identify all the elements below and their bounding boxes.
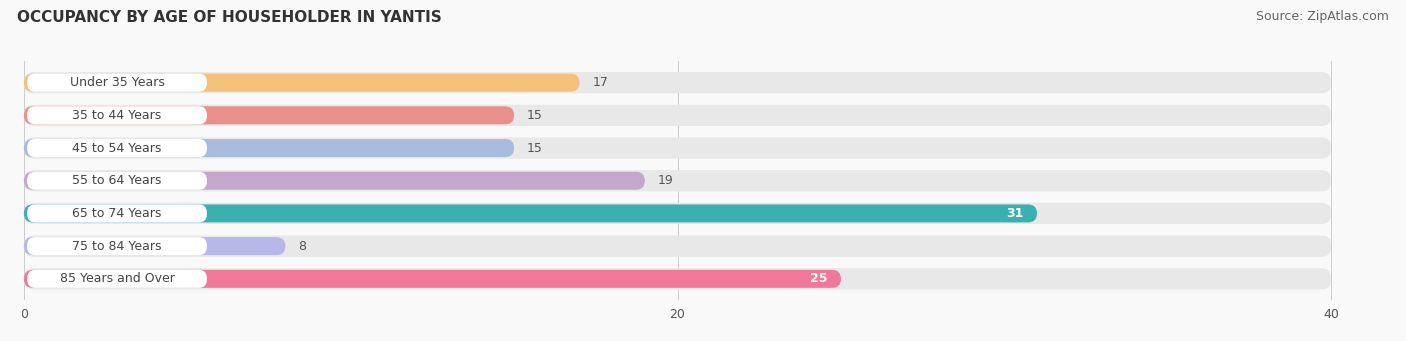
FancyBboxPatch shape (27, 270, 207, 288)
Text: Under 35 Years: Under 35 Years (69, 76, 165, 89)
Text: 55 to 64 Years: 55 to 64 Years (72, 174, 162, 187)
FancyBboxPatch shape (27, 106, 207, 124)
Text: OCCUPANCY BY AGE OF HOUSEHOLDER IN YANTIS: OCCUPANCY BY AGE OF HOUSEHOLDER IN YANTI… (17, 10, 441, 25)
FancyBboxPatch shape (24, 270, 841, 288)
Text: 45 to 54 Years: 45 to 54 Years (72, 142, 162, 154)
FancyBboxPatch shape (24, 268, 1331, 290)
Text: 15: 15 (527, 109, 543, 122)
Text: 17: 17 (592, 76, 609, 89)
FancyBboxPatch shape (24, 105, 1331, 126)
FancyBboxPatch shape (24, 237, 285, 255)
Text: 85 Years and Over: 85 Years and Over (59, 272, 174, 285)
FancyBboxPatch shape (24, 205, 1038, 222)
FancyBboxPatch shape (24, 106, 515, 124)
FancyBboxPatch shape (27, 139, 207, 157)
FancyBboxPatch shape (24, 172, 645, 190)
FancyBboxPatch shape (24, 170, 1331, 191)
FancyBboxPatch shape (24, 203, 1331, 224)
FancyBboxPatch shape (27, 237, 207, 255)
Text: 8: 8 (298, 240, 307, 253)
FancyBboxPatch shape (27, 204, 207, 222)
FancyBboxPatch shape (24, 139, 515, 157)
FancyBboxPatch shape (27, 74, 207, 92)
Text: Source: ZipAtlas.com: Source: ZipAtlas.com (1256, 10, 1389, 23)
Text: 15: 15 (527, 142, 543, 154)
FancyBboxPatch shape (24, 72, 1331, 93)
Text: 75 to 84 Years: 75 to 84 Years (72, 240, 162, 253)
FancyBboxPatch shape (27, 172, 207, 190)
Text: 65 to 74 Years: 65 to 74 Years (72, 207, 162, 220)
Text: 25: 25 (810, 272, 828, 285)
Text: 35 to 44 Years: 35 to 44 Years (72, 109, 162, 122)
FancyBboxPatch shape (24, 236, 1331, 257)
Text: 19: 19 (658, 174, 673, 187)
Text: 31: 31 (1007, 207, 1024, 220)
FancyBboxPatch shape (24, 137, 1331, 159)
FancyBboxPatch shape (24, 74, 579, 92)
